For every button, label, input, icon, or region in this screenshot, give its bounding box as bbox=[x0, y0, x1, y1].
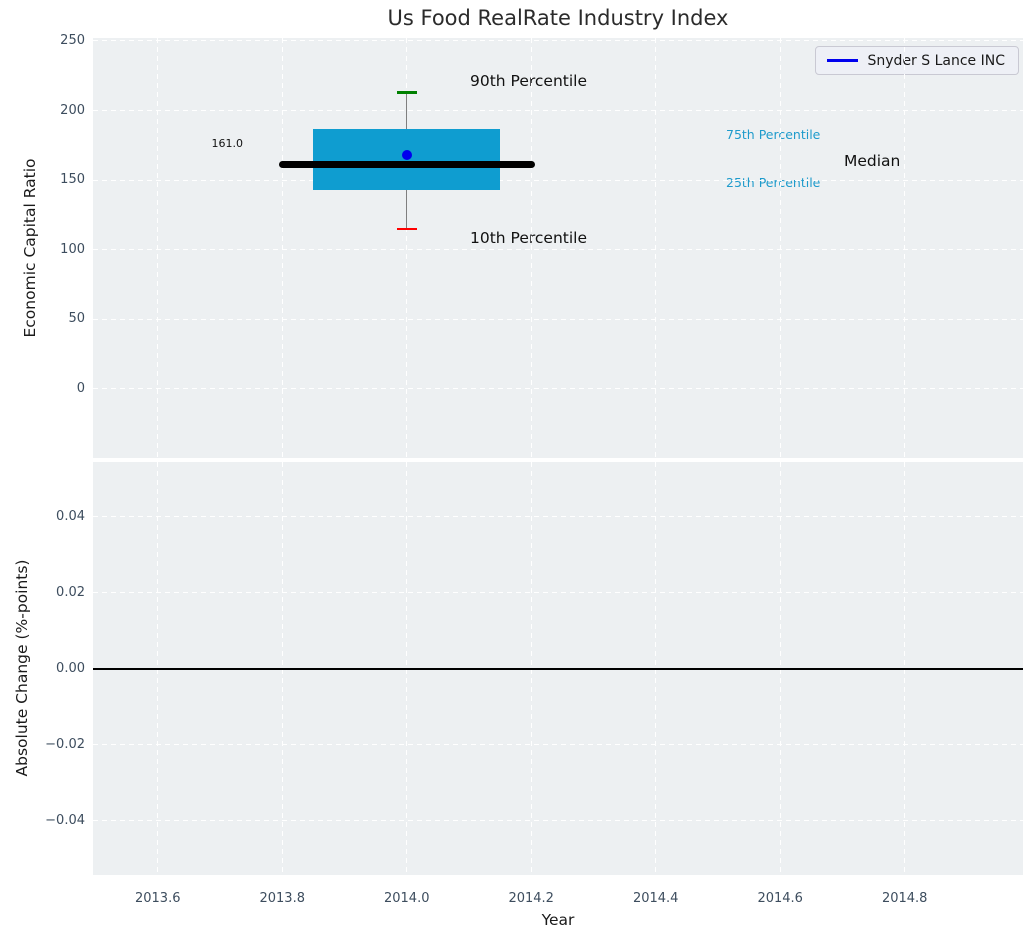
whisker-cap-10th bbox=[396, 227, 417, 231]
annotation-75th-percentile: 75th Percentile bbox=[726, 127, 821, 142]
gridline-horizontal bbox=[93, 820, 1023, 823]
zero-line bbox=[93, 668, 1023, 671]
median-value-label: 161.0 bbox=[211, 137, 244, 150]
y-tick-label: 0.02 bbox=[56, 585, 85, 601]
gridline-vertical bbox=[406, 38, 409, 458]
y-tick-label: 0 bbox=[76, 380, 85, 396]
median-line bbox=[278, 161, 535, 169]
x-tick-label: 2014.4 bbox=[632, 891, 679, 906]
annotation-90th-percentile: 90th Percentile bbox=[470, 72, 588, 90]
gridline-horizontal bbox=[93, 592, 1023, 595]
legend-label: Snyder S Lance INC bbox=[867, 52, 1005, 69]
chart-title: Us Food RealRate Industry Index bbox=[387, 6, 729, 30]
gridline-horizontal bbox=[93, 249, 1023, 252]
y-tick-label: 50 bbox=[68, 311, 85, 327]
gridline-horizontal bbox=[93, 110, 1023, 113]
x-tick-label: 2013.8 bbox=[259, 891, 305, 906]
gridline-horizontal bbox=[93, 40, 1023, 43]
y-tick-label: 0.00 bbox=[56, 661, 85, 677]
annotation-median: Median bbox=[844, 152, 901, 170]
gridline-vertical bbox=[281, 38, 284, 458]
x-tick-label: 2014.2 bbox=[508, 891, 554, 906]
gridline-horizontal bbox=[93, 179, 1023, 182]
y-tick-label: 100 bbox=[60, 241, 85, 257]
gridline-vertical bbox=[655, 38, 658, 458]
x-tick-label: 2014.6 bbox=[757, 891, 803, 906]
y-tick-label: 200 bbox=[60, 102, 85, 118]
bottom-axes bbox=[93, 462, 1023, 875]
legend-line-swatch bbox=[826, 59, 858, 62]
x-tick-label: 2014.0 bbox=[383, 891, 430, 906]
gridline-horizontal bbox=[93, 388, 1023, 391]
gridline-vertical bbox=[530, 38, 533, 458]
y-tick-label: −0.02 bbox=[45, 737, 85, 753]
gridline-horizontal bbox=[93, 744, 1023, 747]
legend: Snyder S Lance INC bbox=[814, 46, 1019, 75]
gridline-vertical bbox=[157, 38, 160, 458]
y-tick-label: 250 bbox=[60, 33, 85, 49]
annotation-10th-percentile: 10th Percentile bbox=[470, 229, 588, 247]
y-tick-label: 0.04 bbox=[56, 509, 85, 525]
company-dot bbox=[401, 150, 412, 161]
x-axis-label: Year bbox=[541, 911, 575, 929]
gridline-horizontal bbox=[93, 318, 1023, 321]
x-tick-label: 2013.6 bbox=[134, 891, 181, 906]
gridline-horizontal bbox=[93, 516, 1023, 519]
top-axes: 90th Percentile 10th Percentile 75th Per… bbox=[93, 38, 1023, 458]
gridline-vertical bbox=[904, 38, 907, 458]
whisker-cap-90th bbox=[396, 91, 417, 94]
annotation-25th-percentile: 25th Percentile bbox=[726, 175, 821, 190]
y-tick-label: −0.04 bbox=[45, 813, 85, 829]
x-tick-label: 2014.8 bbox=[881, 891, 928, 906]
gridline-vertical bbox=[779, 38, 782, 458]
y-tick-label: 150 bbox=[60, 172, 85, 188]
